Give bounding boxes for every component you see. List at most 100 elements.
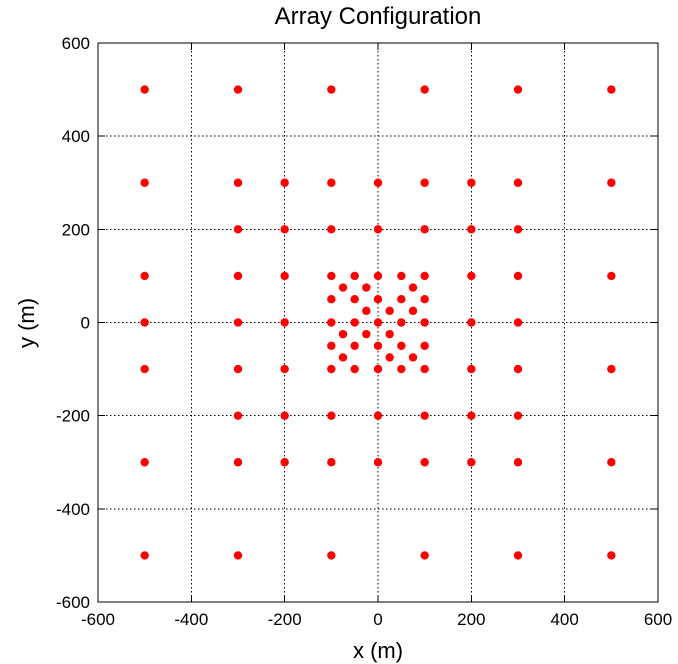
data-point (467, 364, 476, 374)
data-point (607, 85, 616, 94)
data-point (338, 353, 348, 362)
data-point (140, 318, 149, 327)
y-tick-label: 0 (81, 314, 90, 333)
data-point (420, 178, 429, 187)
data-point (397, 295, 406, 304)
data-point (467, 271, 476, 281)
data-point (397, 318, 406, 327)
data-point (397, 341, 406, 350)
x-tick-label: 200 (457, 610, 485, 629)
y-tick-label: -600 (56, 593, 90, 612)
data-point (350, 364, 359, 374)
data-point (350, 295, 359, 304)
data-point (327, 341, 336, 350)
data-point (327, 364, 336, 374)
data-point (513, 458, 523, 467)
tick-labels: -600 -400 -200 0 200 400 600 -600 -400 -200 0 200 40… (56, 34, 672, 629)
plot-frame (97, 42, 659, 603)
data-point (420, 225, 429, 234)
data-point (140, 271, 149, 281)
data-point (140, 178, 149, 187)
data-point (420, 411, 429, 420)
data-points (140, 85, 616, 560)
data-point (397, 364, 406, 374)
data-point (233, 364, 243, 374)
data-point (280, 178, 289, 187)
data-point (280, 458, 289, 467)
data-point (327, 411, 336, 420)
data-point (397, 271, 406, 281)
data-point (373, 364, 383, 374)
data-point (327, 271, 336, 281)
x-tick-label: -400 (174, 610, 208, 629)
x-tick-label: 600 (644, 610, 672, 629)
x-tick-label: -200 (268, 610, 302, 629)
y-axis-label: y (m) (14, 298, 39, 348)
data-point (140, 458, 149, 467)
data-point (373, 295, 383, 304)
data-point (362, 306, 371, 316)
data-point (408, 353, 418, 362)
data-point (513, 225, 523, 234)
data-point (327, 318, 336, 327)
data-point (513, 551, 523, 560)
x-tick-label: -600 (81, 610, 115, 629)
data-point (513, 85, 523, 94)
data-point (233, 178, 243, 187)
data-point (467, 318, 476, 327)
data-point (513, 178, 523, 187)
data-point (513, 411, 523, 420)
data-point (362, 283, 371, 292)
data-point (513, 318, 523, 327)
data-point (607, 271, 616, 281)
data-point (280, 271, 289, 281)
data-point (350, 318, 359, 327)
data-point (420, 364, 429, 374)
data-point (467, 178, 476, 187)
data-point (373, 411, 383, 420)
data-point (513, 364, 523, 374)
data-point (607, 364, 616, 374)
chart-title: Array Configuration (275, 3, 482, 30)
data-point (373, 341, 383, 350)
data-point (420, 551, 429, 560)
data-point (420, 295, 429, 304)
data-point (408, 306, 418, 316)
data-point (467, 411, 476, 420)
data-point (467, 225, 476, 234)
data-point (233, 411, 243, 420)
data-point (327, 295, 336, 304)
data-point (362, 329, 371, 339)
y-tick-label: 600 (62, 34, 90, 53)
data-point (140, 364, 149, 374)
x-tick-label: 400 (550, 610, 578, 629)
data-point (373, 225, 383, 234)
y-tick-label: 200 (62, 220, 90, 239)
data-point (420, 341, 429, 350)
y-tick-label: -200 (56, 407, 90, 426)
data-point (385, 353, 394, 362)
data-point (607, 458, 616, 467)
data-point (327, 225, 336, 234)
data-point (280, 318, 289, 327)
data-point (233, 551, 243, 560)
data-point (140, 85, 149, 94)
data-point (280, 411, 289, 420)
data-point (233, 271, 243, 281)
data-point (373, 318, 383, 327)
data-point (420, 271, 429, 281)
data-point (373, 458, 383, 467)
data-point (420, 458, 429, 467)
data-point (350, 341, 359, 350)
data-point (385, 306, 394, 316)
y-tick-label: 400 (62, 127, 90, 146)
data-point (338, 283, 348, 292)
data-point (607, 178, 616, 187)
data-point (233, 318, 243, 327)
data-point (467, 458, 476, 467)
data-point (350, 271, 359, 281)
y-tick-label: -400 (56, 500, 90, 519)
data-point (280, 225, 289, 234)
data-point (140, 551, 149, 560)
